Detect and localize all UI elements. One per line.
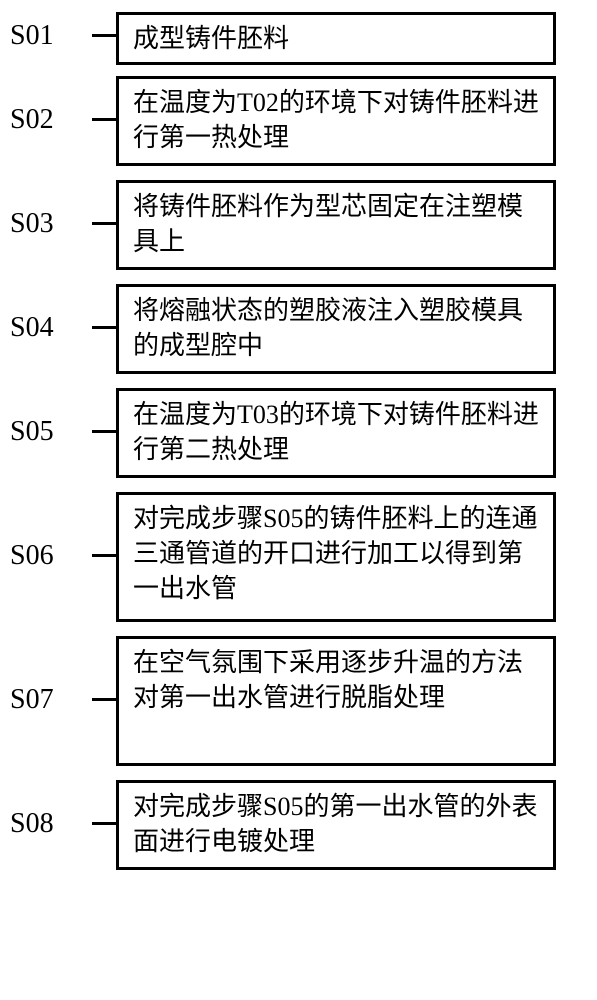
connector-line bbox=[92, 698, 116, 701]
step-box: 成型铸件胚料 bbox=[116, 12, 556, 65]
step-text: 对完成步骤S05的铸件胚料上的连通三通管道的开口进行加工以得到第一出水管 bbox=[133, 504, 537, 603]
connector-line bbox=[92, 326, 116, 329]
step-row: S02 在温度为T02的环境下对铸件胚料进行第一热处理 bbox=[0, 76, 597, 166]
step-box: 对完成步骤S05的第一出水管的外表面进行电镀处理 bbox=[116, 780, 556, 870]
connector-line bbox=[92, 554, 116, 557]
step-text: 成型铸件胚料 bbox=[133, 24, 289, 53]
step-text: 将熔融状态的塑胶液注入塑胶模具的成型腔中 bbox=[133, 296, 523, 360]
connector-line bbox=[92, 822, 116, 825]
step-row: S05 在温度为T03的环境下对铸件胚料进行第二热处理 bbox=[0, 388, 597, 478]
connector-line bbox=[92, 118, 116, 121]
step-label: S07 bbox=[10, 686, 54, 714]
step-row: S06 对完成步骤S05的铸件胚料上的连通三通管道的开口进行加工以得到第一出水管 bbox=[0, 492, 597, 622]
step-box: 在温度为T02的环境下对铸件胚料进行第一热处理 bbox=[116, 76, 556, 166]
step-row: S08 对完成步骤S05的第一出水管的外表面进行电镀处理 bbox=[0, 780, 597, 870]
connector-line bbox=[92, 222, 116, 225]
step-text: 在空气氛围下采用逐步升温的方法对第一出水管进行脱脂处理 bbox=[133, 648, 523, 712]
step-box: 在温度为T03的环境下对铸件胚料进行第二热处理 bbox=[116, 388, 556, 478]
step-row: S04 将熔融状态的塑胶液注入塑胶模具的成型腔中 bbox=[0, 284, 597, 374]
step-row: S03 将铸件胚料作为型芯固定在注塑模具上 bbox=[0, 180, 597, 270]
step-text: 将铸件胚料作为型芯固定在注塑模具上 bbox=[133, 192, 523, 256]
step-text: 在温度为T03的环境下对铸件胚料进行第二热处理 bbox=[133, 400, 539, 464]
step-row: S01 成型铸件胚料 bbox=[0, 12, 597, 62]
step-box: 将熔融状态的塑胶液注入塑胶模具的成型腔中 bbox=[116, 284, 556, 374]
step-box: 在空气氛围下采用逐步升温的方法对第一出水管进行脱脂处理 bbox=[116, 636, 556, 766]
step-label: S08 bbox=[10, 810, 54, 838]
step-row: S07 在空气氛围下采用逐步升温的方法对第一出水管进行脱脂处理 bbox=[0, 636, 597, 766]
step-label: S05 bbox=[10, 418, 54, 446]
step-label: S01 bbox=[10, 22, 54, 50]
step-label: S02 bbox=[10, 106, 54, 134]
step-label: S04 bbox=[10, 314, 54, 342]
step-box: 将铸件胚料作为型芯固定在注塑模具上 bbox=[116, 180, 556, 270]
step-text: 对完成步骤S05的第一出水管的外表面进行电镀处理 bbox=[133, 792, 537, 856]
step-label: S06 bbox=[10, 542, 54, 570]
connector-line bbox=[92, 430, 116, 433]
connector-line bbox=[92, 34, 116, 37]
step-text: 在温度为T02的环境下对铸件胚料进行第一热处理 bbox=[133, 88, 539, 152]
step-label: S03 bbox=[10, 210, 54, 238]
step-box: 对完成步骤S05的铸件胚料上的连通三通管道的开口进行加工以得到第一出水管 bbox=[116, 492, 556, 622]
